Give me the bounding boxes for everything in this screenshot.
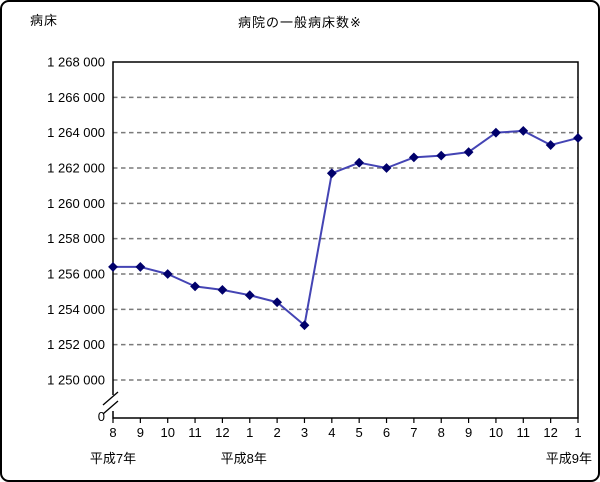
data-point-marker — [217, 284, 228, 295]
x-tick-label: 5 — [356, 425, 363, 440]
x-tick-label: 3 — [301, 425, 308, 440]
y-tick-label: 1 264 000 — [47, 125, 105, 140]
y-tick-label: 1 250 000 — [47, 373, 105, 388]
axis-break-mark — [102, 391, 119, 406]
era-label: 平成7年 — [90, 451, 136, 466]
x-tick-label: 7 — [410, 425, 417, 440]
x-tick-label: 9 — [465, 425, 472, 440]
chart-title: 病院の一般病床数※ — [238, 15, 362, 30]
data-point-marker — [381, 163, 392, 173]
data-point-marker — [326, 168, 337, 179]
data-point-marker — [108, 262, 118, 272]
x-tick-label: 6 — [383, 425, 390, 440]
x-tick-label: 4 — [328, 425, 335, 440]
era-label: 平成8年 — [221, 451, 267, 466]
data-point-marker — [491, 127, 501, 138]
x-tick-label: 11 — [188, 425, 202, 440]
data-point-marker — [545, 140, 556, 150]
axis-break-gap — [111, 395, 115, 411]
y-tick-label: 1 260 000 — [47, 196, 105, 211]
data-point-marker — [190, 281, 200, 292]
data-line — [113, 129, 579, 327]
y-zero-tick-label: 0 — [98, 409, 105, 424]
y-tick-label: 1 262 000 — [47, 161, 105, 176]
data-point-marker — [573, 133, 583, 143]
x-tick-label: 1 — [574, 425, 581, 440]
data-point-marker — [135, 262, 146, 272]
data-point-marker — [408, 152, 419, 163]
y-tick-label: 1 252 000 — [47, 337, 105, 352]
data-point-marker — [354, 157, 365, 168]
y-tick-label: 1 268 000 — [47, 55, 105, 70]
y-axis-unit-label: 病床 — [30, 13, 59, 28]
x-tick-label: 8 — [438, 425, 445, 440]
x-tick-label: 2 — [274, 425, 281, 440]
x-tick-label: 10 — [160, 425, 174, 440]
data-point-marker — [436, 150, 447, 161]
x-tick-label: 9 — [137, 425, 144, 440]
data-point-marker — [518, 125, 529, 136]
y-tick-label: 1 256 000 — [47, 267, 105, 282]
x-tick-label: 12 — [543, 425, 557, 440]
x-tick-label: 10 — [489, 425, 503, 440]
y-tick-label: 1 258 000 — [47, 231, 105, 246]
x-tick-label: 1 — [246, 425, 253, 440]
data-point-marker — [299, 320, 310, 331]
data-point-marker — [463, 147, 474, 158]
x-tick-label: 8 — [109, 425, 116, 440]
x-tick-label: 11 — [517, 425, 531, 440]
y-tick-label: 1 266 000 — [47, 90, 105, 105]
y-tick-label: 1 254 000 — [47, 302, 105, 317]
era-label: 平成9年 — [546, 451, 592, 466]
data-point-marker — [244, 290, 255, 301]
axis-break-mark — [102, 400, 119, 415]
x-tick-label: 12 — [215, 425, 229, 440]
data-point-marker — [162, 269, 173, 279]
data-point-marker — [272, 297, 283, 308]
plot-border — [112, 61, 579, 419]
